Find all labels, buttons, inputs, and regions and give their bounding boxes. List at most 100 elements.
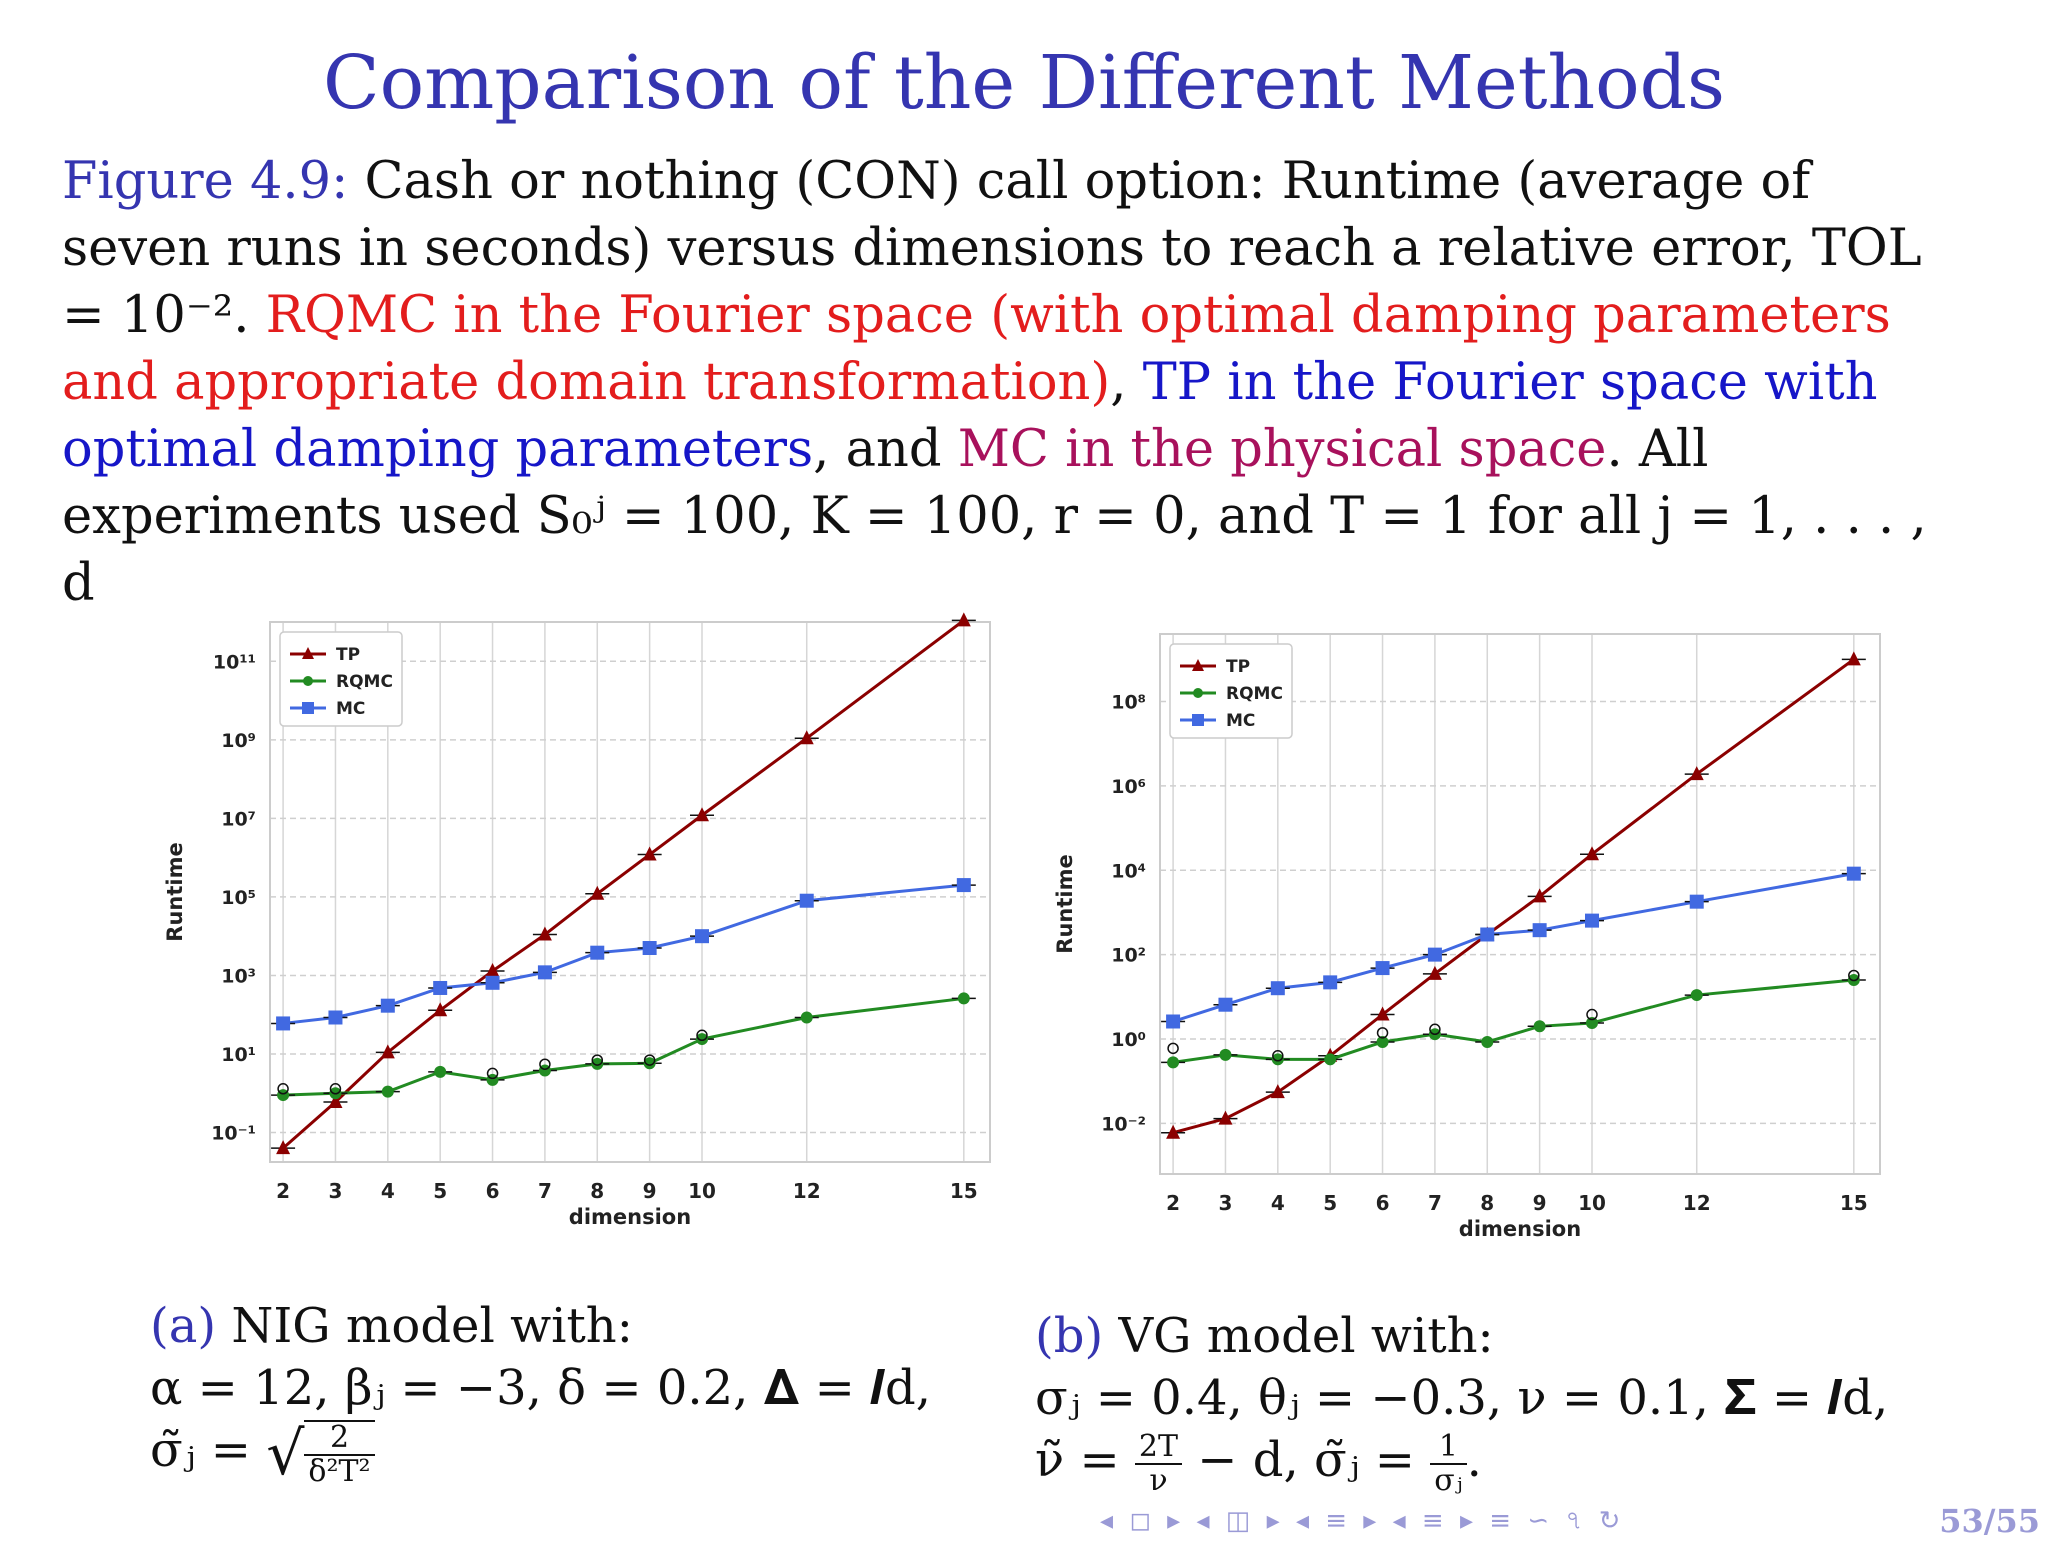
data-point-tp xyxy=(328,1093,343,1108)
frac-denominator: ν xyxy=(1149,1462,1168,1498)
data-point-rqmc xyxy=(381,1085,394,1098)
x-tick-label: 10 xyxy=(688,1179,716,1203)
data-point-mc xyxy=(537,965,552,980)
x-tick-label: 9 xyxy=(1533,1191,1547,1215)
data-point-tp xyxy=(537,926,552,941)
data-point-rqmc xyxy=(1219,1048,1232,1061)
data-point-tp xyxy=(590,885,605,900)
x-axis-label: dimension xyxy=(1459,1217,1581,1241)
frac-numerator: 1 xyxy=(1430,1430,1467,1465)
outlier-point xyxy=(1272,1050,1284,1062)
data-point-tp xyxy=(1532,888,1547,903)
data-point-mc xyxy=(1846,866,1861,881)
data-point-mc xyxy=(485,975,500,990)
data-point-mc xyxy=(1323,975,1338,990)
chart-vg-svg: 2 3 4 5 6 7 8 9 10 12 15 10⁻² 10⁰ 10² 10⁴ 10⁶ 10⁸ dimensi… xyxy=(1053,633,1881,1241)
caption-tp-text: TP in the Fourier space with optimal dam… xyxy=(62,353,1878,479)
x-tick-label: 4 xyxy=(1271,1191,1285,1215)
panel-a-sigma-lhs: σ̃ⱼ = xyxy=(150,1422,251,1478)
caption-sep-2: , and xyxy=(813,420,942,479)
x-tick-label: 12 xyxy=(793,1179,821,1203)
data-point-tp xyxy=(1166,1124,1181,1139)
data-point-mc xyxy=(380,998,395,1013)
legend-label-tp: TP xyxy=(1226,657,1250,677)
data-point-mc xyxy=(590,945,605,960)
chart-nig: 2 3 4 5 6 7 8 9 10 12 15 10⁻¹ 10¹ 10³ 10⁵ 10⁷ 10⁹ 10¹¹ dim… xyxy=(150,610,1020,1250)
caption-rqmc-text: RQMC in the Fourier space (with optimal … xyxy=(62,286,1891,412)
y-tick-label: 10⁻² xyxy=(1101,1113,1146,1135)
data-point-rqmc xyxy=(800,1011,813,1024)
plot-frame xyxy=(269,621,991,1163)
data-point-mc xyxy=(695,929,709,944)
panel-a-line3: σ̃ⱼ = √ 2 δ²T² xyxy=(150,1419,931,1488)
page-number: 53/55 xyxy=(1939,1502,2040,1540)
data-point-mc xyxy=(956,878,971,893)
data-point-rqmc xyxy=(1271,1053,1284,1066)
data-point-tp xyxy=(956,612,971,627)
legend-label-rqmc: RQMC xyxy=(1226,684,1283,704)
data-point-rqmc xyxy=(696,1033,708,1046)
y-tick-label: 10⁶ xyxy=(1111,776,1146,798)
panel-b-label: (b) xyxy=(1035,1308,1104,1364)
outlier-point xyxy=(539,1058,551,1070)
slide-title: Comparison of the Different Methods xyxy=(322,40,1726,126)
outlier-point xyxy=(329,1083,342,1095)
y-axis-label: Runtime xyxy=(163,842,187,941)
y-tick-label: 10¹ xyxy=(221,1044,256,1066)
legend-marker-tp xyxy=(1192,659,1204,671)
panel-caption-a: (a) NIG model with: α = 12, βⱼ = −3, δ =… xyxy=(150,1295,931,1488)
data-point-rqmc xyxy=(434,1065,447,1078)
outlier-point xyxy=(696,1029,708,1042)
legend-marker-rqmc xyxy=(1193,688,1203,698)
y-tick-label: 10⁷ xyxy=(221,808,256,830)
data-point-mc xyxy=(1532,923,1547,938)
data-point-mc xyxy=(1585,913,1599,928)
data-point-rqmc xyxy=(1586,1016,1598,1029)
x-tick-label: 5 xyxy=(433,1179,447,1203)
panel-a-fraction: 2 δ²T² xyxy=(304,1419,375,1488)
legend-marker-mc xyxy=(302,702,314,714)
data-point-tp xyxy=(695,807,709,822)
outlier-point xyxy=(1848,969,1860,982)
chart-nig-svg: 2 3 4 5 6 7 8 9 10 12 15 10⁻¹ 10¹ 10³ 10⁵ 10⁷ 10⁹ 10¹¹ dim… xyxy=(163,612,991,1229)
data-point-tp xyxy=(1375,1006,1390,1021)
figure-caption: Figure 4.9: Cash or nothing (CON) call o… xyxy=(62,148,1962,617)
x-tick-label: 6 xyxy=(1376,1191,1390,1215)
plot-frame xyxy=(1159,633,1881,1175)
outlier-point xyxy=(277,1083,289,1095)
panel-a-line2: α = 12, βⱼ = −3, δ = 0.2, 𝚫 = 𝑰d, xyxy=(150,1360,931,1416)
frac-numerator: 2 xyxy=(304,1421,375,1456)
x-tick-label: 4 xyxy=(381,1179,395,1203)
data-point-mc xyxy=(1427,947,1442,962)
data-point-mc xyxy=(1270,981,1285,996)
data-point-mc xyxy=(1218,997,1233,1012)
outlier-point xyxy=(1376,1027,1389,1039)
x-tick-label: 10 xyxy=(1578,1191,1606,1215)
x-tick-label: 5 xyxy=(1323,1191,1337,1215)
legend-marker-rqmc xyxy=(303,676,313,686)
beamer-navigation[interactable]: ◂ ◻ ▸ ◂ ◫ ▸ ◂ ≡ ▸ ◂ ≡ ▸ ≡ ∽ ৭ ↻ xyxy=(1100,1506,1625,1536)
x-tick-label: 3 xyxy=(328,1179,342,1203)
data-point-rqmc xyxy=(643,1057,656,1070)
data-point-mc xyxy=(642,941,657,956)
data-point-mc xyxy=(433,980,448,995)
y-tick-label: 10⁰ xyxy=(1111,1029,1146,1051)
data-point-mc xyxy=(799,893,814,908)
data-point-mc xyxy=(328,1010,343,1025)
panel-b-end: . xyxy=(1466,1432,1482,1488)
series-line-rqmc xyxy=(283,996,964,1097)
y-tick-label: 10² xyxy=(1111,945,1146,967)
legend-marker-tp xyxy=(302,647,314,659)
data-point-tp xyxy=(799,730,814,745)
x-tick-label: 2 xyxy=(276,1179,290,1203)
series-line-mc xyxy=(1172,872,1855,1023)
y-axis-label: Runtime xyxy=(1053,854,1077,953)
data-point-tp xyxy=(485,962,500,977)
panel-b-mid: − d, σ̃ⱼ = xyxy=(1197,1432,1415,1488)
data-point-mc xyxy=(1480,927,1495,942)
data-point-tp xyxy=(433,1002,448,1017)
panel-a-line1: NIG model with: xyxy=(231,1298,633,1354)
data-point-rqmc xyxy=(1167,1056,1180,1069)
legend: TP RQMC MC xyxy=(279,631,403,727)
data-point-tp xyxy=(642,846,657,861)
